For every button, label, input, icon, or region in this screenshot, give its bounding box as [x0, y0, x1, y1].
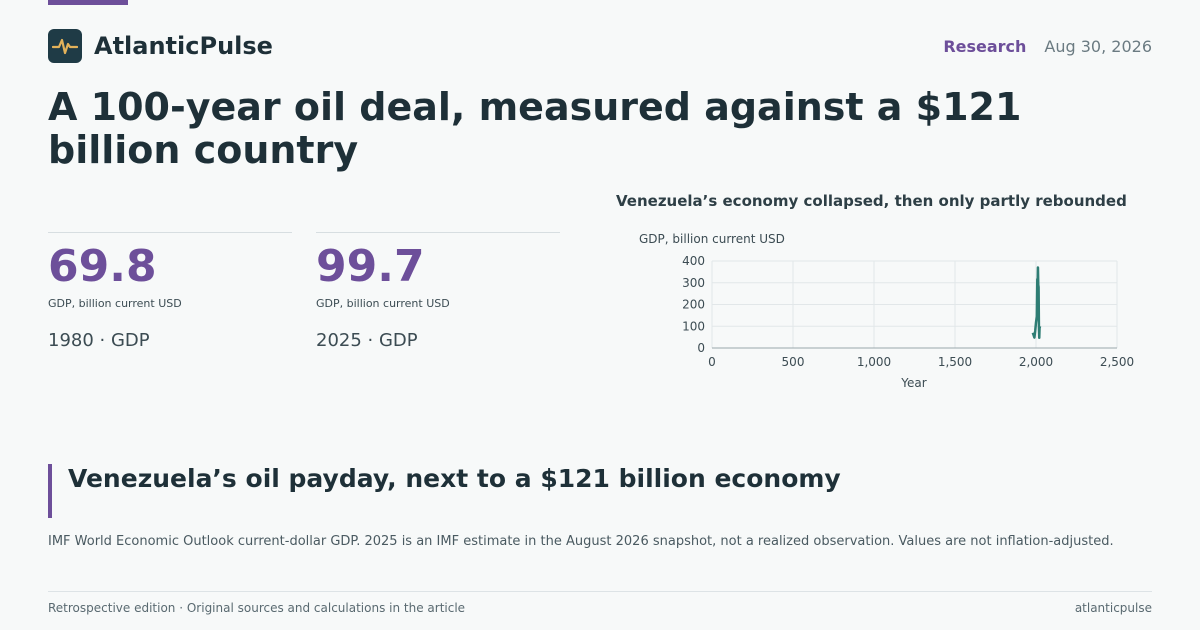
tick-labels: 0 100 200 300 400 0 500 1,000 1,500 2,000 2,500: [682, 254, 1134, 369]
header-meta: Research Aug 30, 2026: [943, 37, 1152, 56]
y-tick-label: 100: [682, 319, 705, 333]
stat-unit: GDP, billion current USD: [48, 297, 182, 310]
y-tick-label: 300: [682, 276, 705, 290]
headline: A 100-year oil deal, measured against a …: [48, 85, 1022, 172]
site-header: AtlanticPulse Research Aug 30, 2026: [48, 28, 1152, 64]
stat-card: 69.8 GDP, billion current USD 1980 · GDP: [48, 232, 292, 351]
x-tick-label: 1,000: [857, 355, 891, 369]
section-heading: Venezuela’s oil payday, next to a $121 b…: [48, 464, 841, 518]
x-tick-label: 1,500: [938, 355, 972, 369]
stat-value: 69.8: [48, 241, 157, 292]
series: [1031, 266, 1042, 340]
pulse-icon: [52, 38, 78, 55]
footer: Retrospective edition · Original sources…: [48, 591, 1152, 615]
stat-label: 1980 · GDP: [48, 330, 150, 351]
section-link[interactable]: Research: [943, 36, 1027, 56]
x-tick-label: 500: [782, 355, 805, 369]
y-tick-label: 0: [697, 341, 705, 355]
chart-title: Venezuela’s economy collapsed, then only…: [616, 192, 1127, 210]
y-tick-label: 400: [682, 254, 705, 268]
grid: [711, 260, 1118, 349]
logo[interactable]: [48, 29, 82, 63]
x-tick-label: 2,000: [1019, 355, 1053, 369]
y-tick-label: 200: [682, 298, 705, 312]
stat-value: 99.7: [316, 241, 425, 292]
stat-card: 99.7 GDP, billion current USD 2025 · GDP: [316, 232, 560, 351]
source-note: IMF World Economic Outlook current-dolla…: [48, 534, 1114, 549]
section-title: Venezuela’s oil payday, next to a $121 b…: [68, 464, 841, 493]
stat-label: 2025 · GDP: [316, 330, 418, 351]
accent-bar: [48, 0, 128, 5]
gdp-line-chart: GDP, billion current USD 0 100 200 300 400 0 5…: [639, 232, 1134, 390]
x-axis-label: Year: [900, 376, 926, 390]
x-tick-label: 2,500: [1100, 355, 1134, 369]
x-tick-label: 0: [708, 355, 716, 369]
publish-date: Aug 30, 2026: [1044, 36, 1152, 56]
gdp-series-line: [1031, 266, 1042, 340]
y-axis-label: GDP, billion current USD: [639, 232, 785, 246]
brand-name[interactable]: AtlanticPulse: [94, 32, 273, 60]
footer-site[interactable]: atlanticpulse: [1074, 601, 1152, 615]
footer-edition: Retrospective edition · Original sources…: [48, 601, 466, 615]
stat-unit: GDP, billion current USD: [316, 297, 450, 310]
